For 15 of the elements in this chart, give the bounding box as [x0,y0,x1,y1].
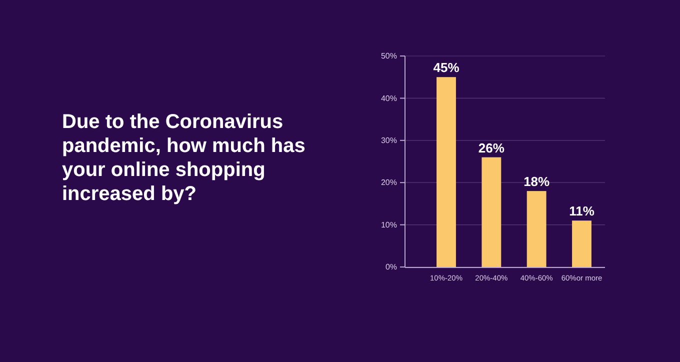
bar [572,220,592,267]
y-tick-label: 0% [385,262,397,272]
bar [526,191,546,267]
data-label: 45% [433,60,460,76]
bar [482,157,502,267]
y-tick-label: 40% [380,94,397,103]
bar [436,77,456,267]
y-tick-label: 20% [380,178,397,188]
y-tick-label: 50% [380,52,397,61]
text: Due to the Coronavirus pandemic, how much has your online shopping increased by? [62,111,306,205]
data-label: 26% [478,140,505,156]
y-tick-label: 10% [380,220,397,230]
y-tick-label: 30% [380,136,397,145]
data-label: 11% [569,204,595,219]
data-label: 18% [524,174,550,190]
